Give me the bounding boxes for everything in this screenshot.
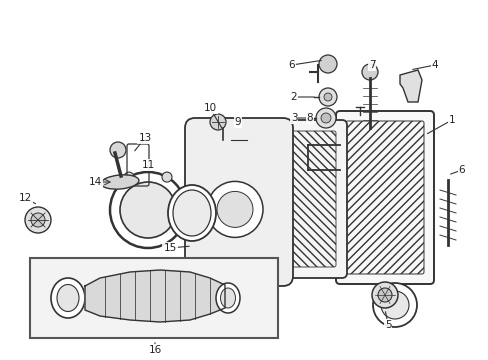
Text: 2: 2 — [290, 92, 297, 102]
Circle shape — [380, 291, 408, 319]
Circle shape — [320, 113, 330, 123]
Circle shape — [324, 93, 331, 101]
Ellipse shape — [168, 185, 216, 241]
FancyBboxPatch shape — [184, 118, 292, 286]
Ellipse shape — [216, 283, 240, 313]
Circle shape — [110, 172, 185, 248]
Circle shape — [25, 207, 51, 233]
Text: 1: 1 — [448, 115, 454, 125]
Circle shape — [372, 283, 416, 327]
Text: 3: 3 — [290, 113, 297, 123]
Circle shape — [31, 213, 45, 227]
Polygon shape — [85, 270, 224, 322]
Bar — [30, 258, 278, 338]
FancyBboxPatch shape — [335, 111, 433, 284]
Circle shape — [377, 288, 391, 302]
Ellipse shape — [220, 288, 235, 308]
FancyBboxPatch shape — [274, 120, 346, 278]
Ellipse shape — [51, 278, 85, 318]
Circle shape — [318, 88, 336, 106]
Circle shape — [206, 181, 263, 237]
Circle shape — [217, 192, 252, 228]
Circle shape — [124, 172, 134, 182]
Circle shape — [209, 114, 225, 130]
Text: 15: 15 — [163, 243, 176, 253]
Text: 9: 9 — [234, 117, 241, 127]
Text: 6: 6 — [288, 60, 295, 70]
Text: 12: 12 — [19, 193, 32, 203]
Text: 10: 10 — [203, 103, 216, 113]
Text: 8: 8 — [306, 113, 313, 123]
Text: 5: 5 — [384, 320, 390, 330]
Circle shape — [361, 64, 377, 80]
Circle shape — [371, 282, 397, 308]
Text: 6: 6 — [458, 165, 465, 175]
Circle shape — [120, 182, 176, 238]
Text: 7: 7 — [368, 60, 375, 70]
Text: 14: 14 — [88, 177, 102, 187]
Ellipse shape — [57, 284, 79, 311]
Text: 13: 13 — [138, 133, 151, 143]
Circle shape — [318, 55, 336, 73]
Ellipse shape — [101, 175, 139, 189]
Polygon shape — [399, 70, 421, 102]
Text: 4: 4 — [431, 60, 437, 70]
Text: 16: 16 — [148, 345, 162, 355]
Text: 11: 11 — [141, 160, 154, 170]
Ellipse shape — [173, 190, 210, 236]
Circle shape — [162, 172, 172, 182]
Circle shape — [315, 108, 335, 128]
Circle shape — [110, 142, 126, 158]
